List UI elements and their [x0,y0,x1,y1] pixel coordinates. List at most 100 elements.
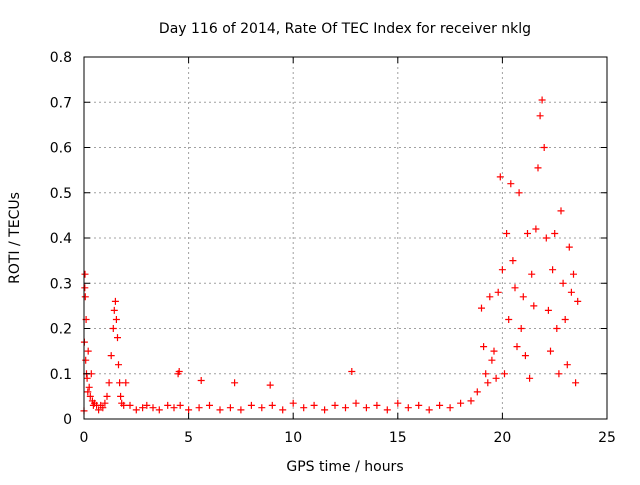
data-point [534,164,542,172]
x-tick-label: 5 [184,430,193,446]
data-point [498,266,506,274]
data-point [526,374,534,382]
data-point [488,356,496,364]
x-tick-label: 10 [284,430,302,446]
x-tick-label: 25 [598,430,616,446]
y-tick-label: 0.4 [50,231,72,247]
data-point [111,297,119,305]
data-point [519,293,527,301]
data-point [515,189,523,197]
data-point [553,325,561,332]
y-tick-label: 0 [63,412,72,428]
data-point [247,401,255,409]
data-point [547,347,554,355]
data-point [81,293,89,301]
data-point [85,383,93,391]
y-tick-label: 0.5 [50,186,72,202]
data-point [521,352,529,360]
data-point [175,368,183,375]
data-point [237,406,245,414]
data-point [109,325,117,332]
x-axis-label: GPS time / hours [286,459,403,475]
data-point [415,401,423,409]
data-point [561,316,569,323]
y-tick-label: 0.6 [50,141,72,157]
data-point [84,347,92,355]
data-point [310,401,318,409]
data-point [511,284,519,292]
data-point [115,361,122,369]
data-point [226,404,234,412]
data-point [501,370,508,378]
data-point [530,302,538,310]
data-point [457,399,465,407]
data-points [80,96,582,415]
data-point [266,381,274,389]
data-point [507,180,515,188]
data-point [532,225,540,233]
data-point [542,234,550,242]
data-point [300,404,308,412]
data-point [509,257,517,265]
data-point [289,399,297,407]
data-point [143,401,151,409]
data-point [383,406,391,414]
data-point [342,404,349,412]
data-point [473,388,481,396]
data-point [86,392,94,400]
y-tick-label: 0.7 [50,95,72,111]
data-point [503,230,511,237]
x-tick-labels: 0 5 10 15 20 25 [80,430,616,446]
data-point [120,401,128,409]
data-point [101,399,109,407]
data-point [126,401,134,409]
data-point [83,374,91,382]
data-point [331,401,339,409]
data-point [84,388,92,396]
data-point [107,352,115,360]
data-point [505,316,513,323]
data-point [362,404,370,412]
data-point [99,404,107,412]
data-point [559,279,567,287]
data-point [572,379,580,387]
data-point [490,347,498,355]
data-point [117,392,125,400]
data-point [496,173,504,181]
x-tick-label: 0 [80,430,89,446]
data-point [478,304,485,312]
data-point [216,406,224,414]
data-point [81,270,89,278]
data-point [185,406,193,414]
data-point [467,397,475,405]
data-point [538,96,546,104]
data-point [436,401,444,409]
data-point [170,404,178,412]
data-point [565,243,573,251]
data-point [352,399,360,407]
data-point [105,379,113,387]
data-point [492,374,500,382]
data-point [549,266,557,274]
data-point [348,368,356,375]
data-point [540,144,548,151]
data-point [524,230,531,237]
data-point [574,297,582,305]
data-point [373,401,381,409]
data-point [116,379,124,387]
data-point [164,401,172,409]
data-point [517,325,525,332]
data-point [570,270,577,278]
data-point [149,404,157,412]
y-tick-label: 0.8 [50,50,72,66]
data-point [122,379,130,387]
data-point [551,230,559,237]
y-tick-label: 0.2 [50,322,72,338]
data-point [484,379,492,387]
data-point [114,334,121,342]
data-point [482,370,490,378]
data-point [279,406,287,414]
data-point [258,404,266,412]
